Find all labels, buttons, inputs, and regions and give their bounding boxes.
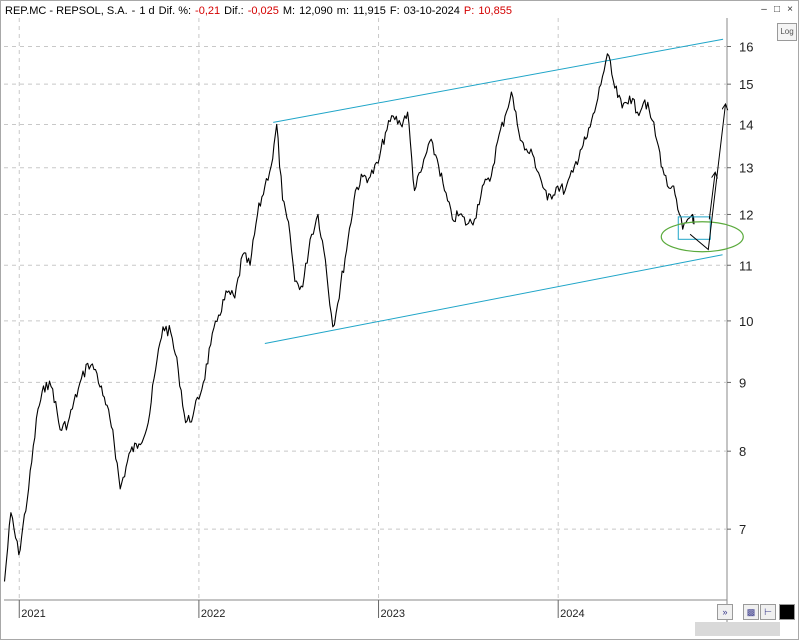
x-tick-label: 2022 [201,608,225,620]
header-separator: - [131,5,136,17]
max-value: 12,090 [299,5,333,17]
horizontal-scrollbar[interactable] [695,622,780,636]
min-label: m: [336,5,350,17]
min-value: 11,915 [353,5,386,17]
close-button[interactable]: × [787,4,793,15]
y-tick-label: 13 [739,161,753,176]
date-value: 03-10-2024 [403,5,460,17]
y-tick-label: 10 [739,314,753,329]
y-tick-label: 7 [739,522,746,537]
x-tick-label: 2021 [21,608,45,620]
pin-icon[interactable]: ⊢ [760,604,776,620]
y-tick-label: 12 [739,207,753,222]
color-square-icon[interactable] [779,604,795,620]
y-tick-label: 11 [739,258,753,273]
y-tick-label: 16 [739,39,753,54]
minimize-button[interactable]: – [761,4,767,15]
highlight-ellipse [660,221,744,253]
dif-pct-label: Dif. %: [158,5,192,17]
max-label: M: [282,5,296,17]
double-chevron-icon[interactable]: » [717,604,733,620]
projection-arrow [689,104,725,251]
channel-lower-line [264,254,723,345]
y-tick-label: 14 [739,117,753,132]
support-box [677,216,711,240]
price-label: P: [463,5,475,17]
date-label: F: [389,5,400,17]
log-scale-button[interactable]: Log [777,23,797,41]
dif-pct-value: -0,21 [195,5,221,17]
chart-header: REP.MC - REPSOL, S.A. -1 d Dif. %: -0,21 Dif… [5,3,516,19]
dif-label: Dif.: [224,5,244,17]
channel-upper-line [273,38,724,123]
dif-value: -0,025 [247,5,279,17]
x-tick-label: 2024 [560,608,584,620]
projection-arrow [708,172,715,220]
restore-button[interactable]: □ [773,4,781,15]
y-tick-label: 15 [739,77,753,92]
y-tick-label: 9 [739,375,746,390]
x-tick-label: 2023 [381,608,405,620]
ticker-label: REP.MC - REPSOL, S.A. [5,5,128,17]
price-value: 10,855 [478,5,512,17]
y-tick-label: 8 [739,444,746,459]
period-label: 1 d [139,5,155,17]
save-icon[interactable]: ▩ [743,604,759,620]
price-series-line [3,53,695,582]
